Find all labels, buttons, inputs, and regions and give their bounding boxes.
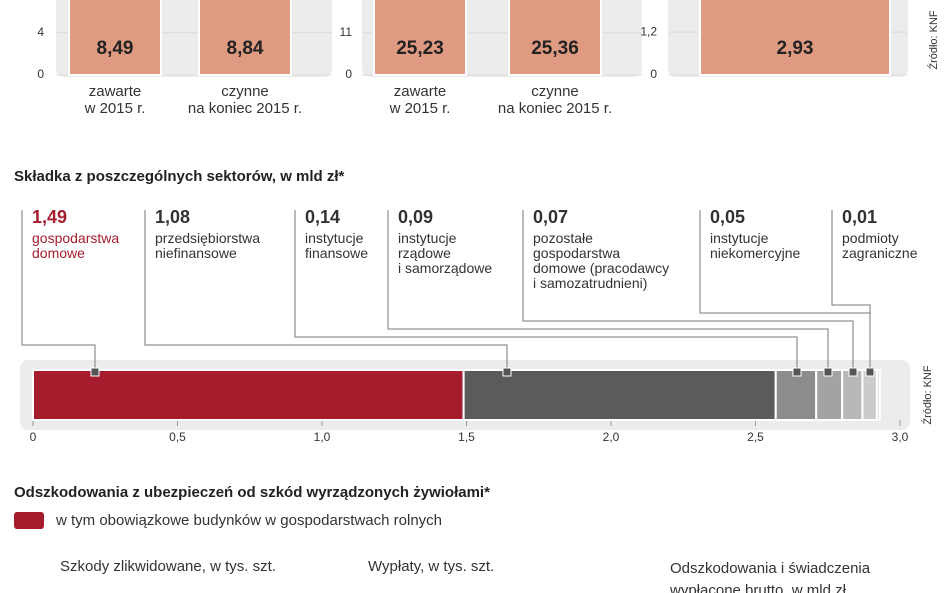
value-label: 1,49: [32, 207, 68, 227]
y-tick-label: 11: [340, 25, 353, 39]
legend-label: w tym obowiązkowe budynków w gospodarstw…: [56, 512, 443, 529]
value-label: 0,01: [842, 207, 878, 227]
y-tick-label: 0: [650, 67, 657, 81]
y-tick-label: 0: [37, 67, 44, 81]
bar-segment: [841, 369, 864, 421]
leader-line: [387, 210, 829, 372]
series-name: instytucje rządowe i samorządowe: [398, 230, 493, 276]
bar-segment: [875, 369, 881, 421]
series-name: instytucje niekomercyjne: [710, 230, 801, 261]
value-label: 0,09: [398, 207, 434, 227]
series-name: instytucje finansowe: [305, 230, 369, 261]
leader-marker: [90, 367, 100, 377]
leader-marker: [502, 367, 512, 377]
x-tick-label: czynne na koniec 2015 r.: [497, 83, 613, 117]
bar: [68, 0, 162, 76]
series-name: gospodarstwa domowe: [32, 230, 120, 261]
callout-label: 0,01 podmioty zagraniczne: [842, 206, 918, 261]
callout-label: 0,14 instytucje finansowe: [305, 206, 368, 261]
x-tick-label: zawarte w 2015 r.: [389, 83, 451, 117]
leader-marker: [823, 367, 833, 377]
y-tick-label: 0: [345, 67, 352, 81]
bar: [699, 0, 891, 77]
legend-swatch: [14, 512, 44, 529]
panel-title: Szkody zlikwidowane, w tys. szt.: [60, 558, 276, 575]
x-tick-label: 1,0: [314, 430, 331, 444]
bar-segment: [774, 369, 818, 421]
series-name: podmioty zagraniczne: [842, 230, 918, 261]
y-tick-label: 1,2: [640, 24, 657, 38]
x-tick-label: 1,5: [458, 430, 475, 444]
source: Źródło: KNF: [921, 365, 934, 425]
leader-marker: [848, 367, 858, 377]
leader-marker: [792, 367, 802, 377]
leader-line: [144, 210, 508, 372]
value-label: 0,14: [305, 207, 341, 227]
x-tick-label: 2,0: [603, 430, 620, 444]
value-label: 0,07: [533, 207, 569, 227]
bar-segment: [32, 369, 465, 421]
x-tick-label: 2,5: [747, 430, 764, 444]
bar: [198, 0, 292, 76]
leader-line: [831, 210, 871, 372]
leader-line: [294, 210, 798, 372]
x-tick-label: 0: [30, 430, 37, 444]
x-tick-label: czynne na koniec 2015 r.: [187, 83, 303, 117]
series-name: przedsiębiorstwa niefinansowe: [155, 230, 261, 261]
value-label: 25,23: [396, 38, 444, 59]
callout-label: 1,49 gospodarstwa domowe: [32, 206, 119, 261]
callout-label: 0,09 instytucje rządowe i samorządowe: [398, 206, 492, 276]
bar: [373, 0, 467, 76]
value-label: 0,05: [710, 207, 746, 227]
bar-segment: [815, 369, 844, 421]
y-tick-label: 4: [37, 25, 44, 39]
leader-marker: [865, 367, 875, 377]
value-label: 2,93: [777, 38, 814, 59]
value-label: 1,08: [155, 207, 191, 227]
callout-label: 1,08 przedsiębiorstwa niefinansowe: [155, 206, 260, 261]
x-tick-label: 0,5: [169, 430, 186, 444]
bar-segment: [861, 369, 878, 421]
panel-title: Odszkodowania i świadczenia wypłacone br…: [670, 560, 871, 593]
bar-segment: [462, 369, 777, 421]
source: Źródło: KNF: [927, 10, 940, 70]
section-title: Odszkodowania z ubezpieczeń od szkód wyr…: [14, 484, 490, 501]
panel-title: Wypłaty, w tys. szt.: [368, 558, 495, 575]
callout-label: 0,05 instytucje niekomercyjne: [710, 206, 800, 261]
callout-label: 0,07 pozostałe gospodarstwa domowe (praco…: [533, 206, 669, 291]
leader-line: [522, 210, 854, 372]
chart-title: Składka z poszczególnych sektorów, w mld…: [14, 168, 345, 185]
bar: [508, 0, 602, 77]
series-name: pozostałe gospodarstwa domowe (pracodawc…: [533, 230, 670, 291]
value-label: 8,49: [97, 38, 134, 59]
value-label: 8,84: [227, 38, 264, 59]
x-tick-label: zawarte w 2015 r.: [84, 83, 146, 117]
value-label: 25,36: [531, 38, 579, 59]
leader-line: [21, 210, 96, 372]
x-tick-label: 3,0: [892, 430, 909, 444]
